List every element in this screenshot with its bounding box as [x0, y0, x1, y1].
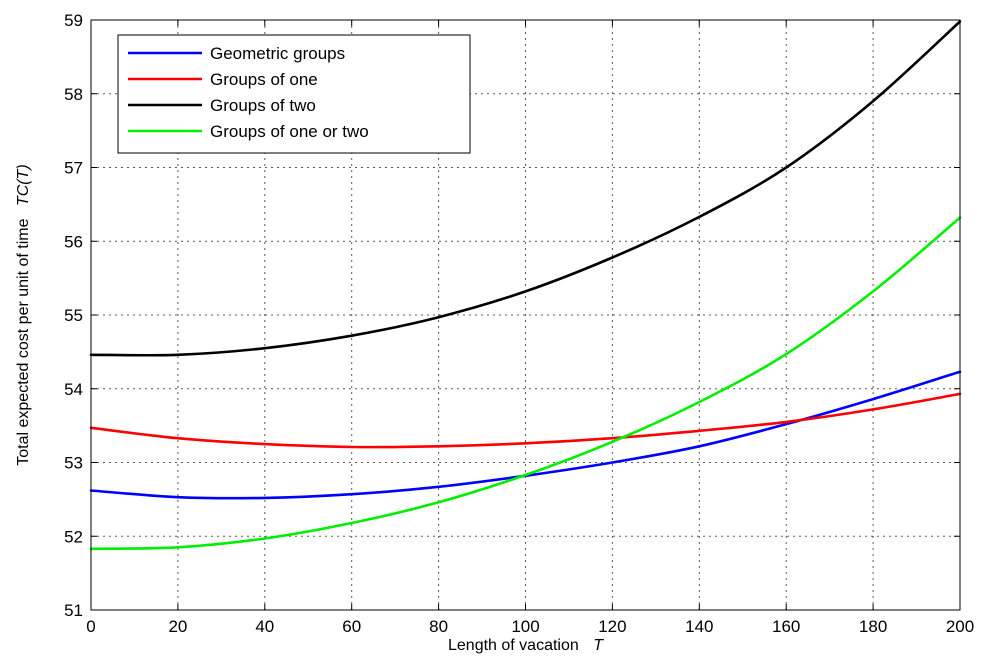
y-axis-label-text: Total expected cost per unit of time — [15, 218, 32, 465]
y-tick-label: 59 — [64, 11, 83, 30]
x-tick-label: 180 — [859, 617, 887, 636]
series-line-3 — [89, 20, 962, 357]
y-tick-label: 51 — [64, 601, 83, 620]
legend-box — [117, 34, 471, 154]
legend-label: Groups of one — [210, 70, 318, 89]
y-tick-label: 53 — [64, 454, 83, 473]
axis-ticks: 0 20 40 60 80 100 120 140 160 180 200 51 52 53 54 55 56 5… — [64, 11, 974, 636]
x-axis-label-text: Length of vacation — [448, 637, 579, 654]
series-line-4 — [89, 216, 962, 551]
x-tick-label: 120 — [598, 617, 626, 636]
y-tick-label: 57 — [64, 159, 83, 178]
series-line-2 — [89, 392, 962, 449]
series-lines — [89, 20, 962, 551]
y-axis-label: Total expected cost per unit of time TC(… — [15, 164, 32, 465]
x-tick-label: 20 — [168, 617, 187, 636]
y-tick-label: 52 — [64, 527, 83, 546]
y-tick-label: 54 — [64, 380, 83, 399]
legend: Geometric groups Groups of one Groups of t… — [117, 34, 471, 154]
y-axis-label-symbol: TC(T) — [15, 164, 32, 206]
x-tick-label: 40 — [255, 617, 274, 636]
legend-label: Groups of two — [210, 96, 316, 115]
x-tick-label: 200 — [946, 617, 974, 636]
legend-label: Groups of one or two — [210, 122, 369, 141]
x-tick-label: 80 — [429, 617, 448, 636]
y-tick-label: 58 — [64, 85, 83, 104]
x-axis-label-symbol: T — [593, 637, 604, 654]
x-tick-label: 160 — [772, 617, 800, 636]
x-tick-label: 60 — [342, 617, 361, 636]
legend-label: Geometric groups — [210, 44, 345, 63]
y-tick-label: 56 — [64, 232, 83, 251]
x-tick-label: 0 — [86, 617, 95, 636]
x-tick-label: 140 — [685, 617, 713, 636]
x-tick-label: 100 — [511, 617, 539, 636]
x-axis-label: Length of vacation T — [448, 637, 604, 654]
y-tick-label: 55 — [64, 306, 83, 325]
